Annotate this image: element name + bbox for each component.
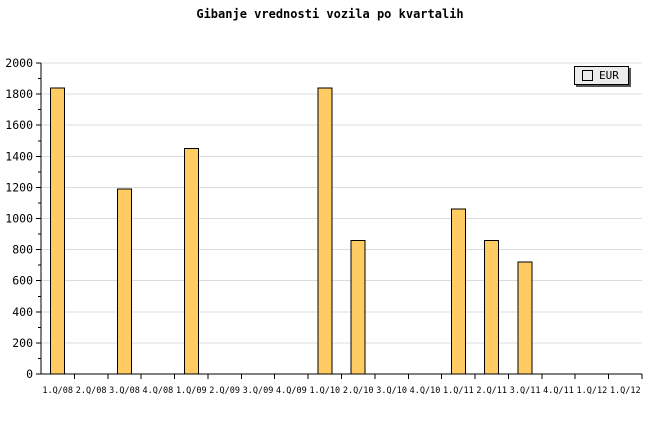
y-tick-label: 1400 bbox=[5, 149, 33, 163]
x-tick-label: 3.Q/08 bbox=[109, 386, 140, 396]
y-tick-label: 1200 bbox=[5, 180, 33, 194]
x-tick-label: 2.Q/11 bbox=[476, 386, 507, 396]
y-tick-label: 200 bbox=[12, 336, 33, 350]
x-tick-label: 1.Q/08 bbox=[42, 386, 73, 396]
x-tick-label: 2.Q/08 bbox=[76, 386, 107, 396]
x-tick-label: 1.Q/12 bbox=[577, 386, 608, 396]
legend: EUR bbox=[574, 66, 629, 85]
x-tick-label: 4.Q/10 bbox=[410, 386, 441, 396]
x-tick-label: 3.Q/11 bbox=[510, 386, 541, 396]
x-tick-label: 4.Q/09 bbox=[276, 386, 307, 396]
bar bbox=[450, 208, 466, 375]
chart-title: Gibanje vrednosti vozila po kvartalih bbox=[196, 7, 464, 21]
x-tick-label: 1.Q/12 bbox=[610, 386, 641, 396]
y-tick-label: 1000 bbox=[5, 212, 33, 226]
x-tick-label: 2.Q/10 bbox=[343, 386, 374, 396]
y-tick-label: 1800 bbox=[5, 87, 33, 101]
bar bbox=[183, 148, 199, 375]
y-tick-label: 2000 bbox=[5, 56, 33, 70]
x-tick-label: 1.Q/10 bbox=[309, 386, 340, 396]
y-tick-label: 400 bbox=[12, 305, 33, 319]
x-tick-label: 1.Q/11 bbox=[443, 386, 474, 396]
bar bbox=[484, 239, 500, 375]
bar bbox=[50, 87, 66, 375]
y-tick-label: 0 bbox=[26, 367, 33, 381]
x-tick-label: 4.Q/08 bbox=[143, 386, 174, 396]
bar bbox=[350, 239, 366, 375]
legend-label: EUR bbox=[599, 69, 619, 82]
bar bbox=[117, 188, 132, 375]
x-tick-label: 2.Q/09 bbox=[209, 386, 240, 396]
x-tick-label: 4.Q/11 bbox=[543, 386, 574, 396]
y-tick-label: 1600 bbox=[5, 118, 33, 132]
x-tick-label: 3.Q/10 bbox=[376, 386, 407, 396]
y-tick-label: 600 bbox=[12, 274, 33, 288]
legend-swatch-icon bbox=[582, 70, 593, 81]
bar bbox=[317, 87, 333, 375]
x-tick-label: 3.Q/09 bbox=[243, 386, 274, 396]
y-tick-label: 800 bbox=[12, 243, 33, 257]
bar bbox=[517, 261, 533, 375]
x-tick-label: 1.Q/09 bbox=[176, 386, 207, 396]
